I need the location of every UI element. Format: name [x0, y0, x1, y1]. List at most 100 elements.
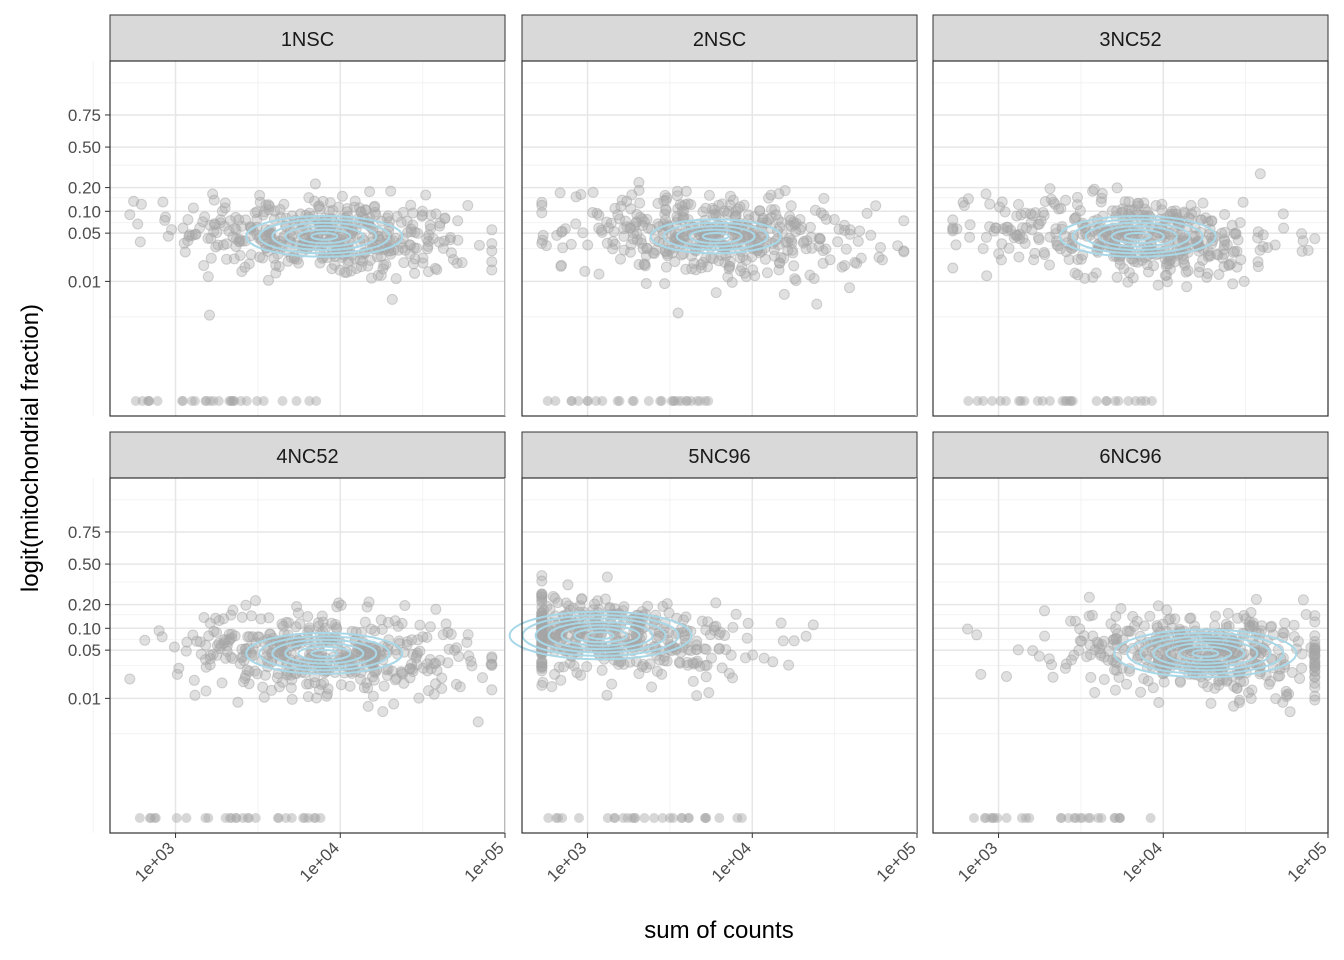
data-point	[993, 248, 1005, 260]
data-point	[1152, 279, 1164, 291]
data-point	[607, 243, 619, 255]
data-point	[1309, 661, 1321, 673]
data-point	[1213, 679, 1225, 691]
data-point	[434, 220, 446, 232]
data-point	[741, 632, 753, 644]
data-point	[205, 252, 217, 264]
data-point	[690, 644, 702, 656]
data-point	[1074, 635, 1086, 647]
data-point	[486, 224, 498, 236]
data-point-zero	[612, 396, 623, 406]
y-tick-label: 0.20	[68, 596, 101, 615]
data-point	[199, 211, 211, 223]
data-point	[1252, 261, 1264, 273]
data-point	[238, 676, 249, 688]
data-point	[642, 600, 654, 612]
data-point	[1250, 593, 1262, 605]
data-point	[577, 227, 589, 239]
data-point	[473, 239, 485, 251]
data-point	[1270, 693, 1282, 705]
data-point	[975, 668, 987, 680]
data-point-zero	[1014, 396, 1024, 406]
data-point-zero	[181, 813, 192, 823]
data-point	[1230, 227, 1242, 239]
data-point	[134, 236, 146, 248]
facet-label: 6NC96	[1099, 446, 1161, 468]
data-point	[615, 253, 626, 265]
data-point	[461, 636, 473, 648]
data-point	[716, 662, 728, 674]
data-point	[200, 685, 212, 697]
data-point	[302, 626, 314, 638]
data-point-zero	[609, 813, 620, 823]
data-point	[722, 271, 734, 283]
data-point	[984, 198, 996, 210]
data-point	[779, 185, 791, 197]
data-point	[625, 203, 637, 215]
data-point	[1227, 278, 1239, 290]
data-point	[211, 627, 222, 638]
data-point	[1279, 617, 1291, 629]
data-point	[1205, 697, 1217, 709]
data-point	[335, 679, 347, 691]
data-point	[1269, 239, 1281, 251]
data-point	[417, 631, 429, 643]
data-point	[339, 266, 351, 278]
data-point	[358, 682, 370, 694]
data-point	[369, 625, 381, 637]
y-tick-label: 0.01	[68, 272, 101, 291]
data-point-zero	[1110, 396, 1121, 406]
data-point	[1237, 196, 1249, 208]
data-point	[1108, 633, 1120, 645]
data-point	[291, 601, 303, 612]
data-point	[486, 264, 498, 276]
data-point	[700, 671, 712, 683]
data-point	[1265, 621, 1277, 633]
data-point-zero	[310, 813, 321, 823]
data-point	[710, 597, 722, 609]
facet-strip	[109, 14, 506, 62]
data-point	[226, 628, 238, 640]
data-point	[417, 257, 429, 269]
data-point	[876, 254, 888, 266]
data-point	[1288, 619, 1300, 631]
data-point	[217, 239, 229, 251]
data-point	[367, 690, 379, 702]
data-point-zero	[299, 813, 310, 823]
data-point	[796, 221, 808, 233]
data-point	[686, 263, 698, 275]
data-point	[601, 689, 613, 701]
data-point	[216, 205, 228, 217]
data-point	[1284, 706, 1296, 718]
data-point	[828, 214, 840, 225]
data-point	[851, 257, 863, 269]
data-point	[775, 252, 787, 263]
data-point	[574, 600, 586, 612]
data-point	[257, 252, 269, 264]
data-point	[390, 273, 402, 285]
data-point-zero	[643, 396, 654, 406]
x-tick-label: 1e+05	[1284, 838, 1331, 885]
facet-panel-5NC96: 5NC96 1e+03 1e+04 1e+05	[504, 431, 920, 886]
x-tick-label: 1e+03	[543, 838, 590, 885]
y-tick-label: 0.75	[68, 106, 101, 125]
data-point	[562, 579, 574, 591]
data-point	[1085, 671, 1097, 683]
density-contours	[245, 214, 404, 258]
data-point	[388, 698, 400, 710]
data-point	[1256, 620, 1268, 632]
data-point	[1060, 658, 1072, 670]
data-point	[700, 624, 712, 636]
data-point	[456, 257, 468, 269]
data-point	[1219, 209, 1231, 220]
data-point	[1220, 618, 1232, 630]
data-point	[1091, 636, 1103, 648]
data-point	[813, 232, 825, 244]
data-point	[1098, 674, 1110, 685]
data-point	[168, 641, 180, 653]
data-point	[747, 264, 759, 276]
data-point	[571, 667, 583, 679]
data-point-zero	[201, 396, 212, 406]
data-point	[1309, 233, 1321, 245]
